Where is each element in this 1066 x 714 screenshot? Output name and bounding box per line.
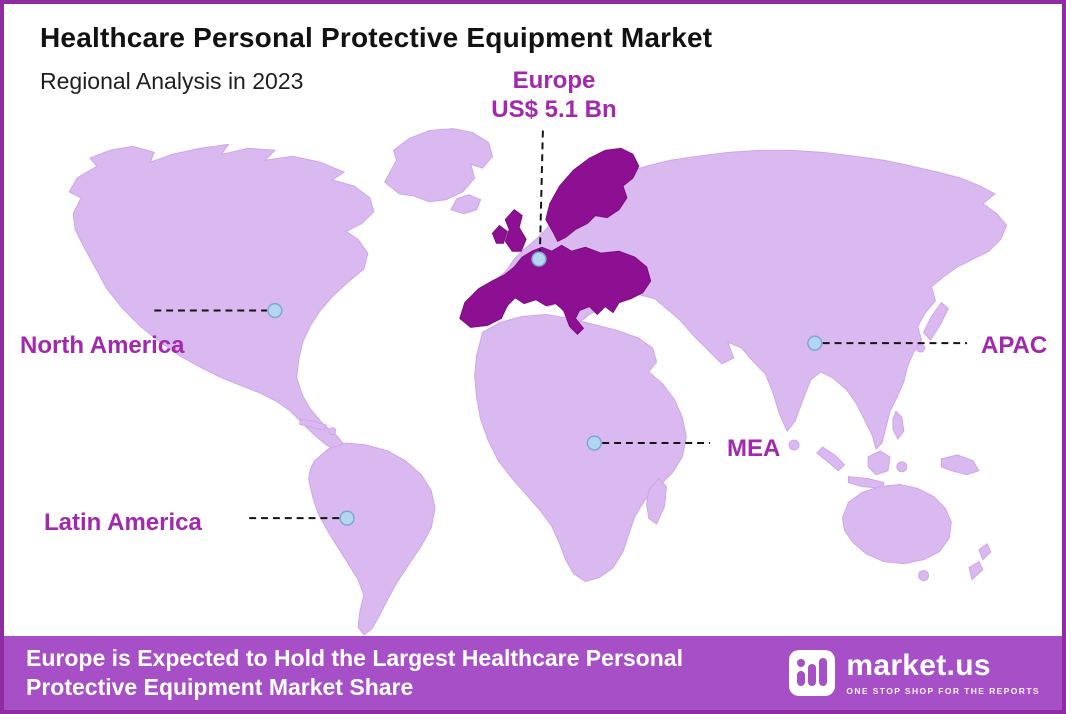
map-new-guinea: [940, 454, 980, 476]
brand-name: market.us: [846, 648, 991, 682]
map-new-zealand-north: [978, 543, 992, 561]
map-scandinavia: [545, 147, 640, 242]
region-label-latin-america: Latin America: [44, 509, 202, 536]
footer-headline: Europe is Expected to Hold the Largest H…: [26, 644, 683, 703]
map-japan: [922, 301, 949, 342]
footer-headline-line2: Protective Equipment Market Share: [26, 674, 414, 700]
marker-dot-europe: [531, 251, 547, 267]
marker-dots: [267, 251, 823, 526]
region-europe-highlight: [459, 147, 652, 335]
page-title: Healthcare Personal Protective Equipment…: [40, 22, 713, 53]
map-north-america: [68, 143, 375, 454]
footer-banner: Europe is Expected to Hold the Largest H…: [4, 636, 1062, 710]
map-sumatra: [816, 446, 846, 472]
brand-tagline: ONE STOP SHOP FOR THE REPORTS: [846, 685, 1040, 696]
map-australia: [841, 484, 952, 565]
world-map-light-regions: [68, 128, 1008, 636]
marker-dot-latin-america: [339, 510, 355, 526]
brand-text: market.us ONE STOP SHOP FOR THE REPORTS: [846, 648, 1040, 696]
marker-dot-north-america: [267, 302, 283, 319]
map-iceland: [450, 194, 482, 215]
map-sulawesi: [896, 461, 908, 473]
world-map: [68, 128, 1008, 636]
map-europe-mainland: [459, 244, 652, 335]
map-philippines: [892, 410, 905, 441]
map-south-america: [308, 442, 436, 636]
map-madagascar: [646, 477, 668, 525]
leader-line-europe: [538, 130, 544, 252]
region-label-mea: MEA: [727, 435, 781, 462]
map-hispaniola: [328, 427, 337, 436]
region-label-europe-name: Europe: [512, 67, 596, 94]
marker-dot-apac: [807, 335, 823, 351]
region-label-apac: APAC: [981, 332, 1048, 359]
map-greenland: [384, 128, 494, 203]
map-borneo: [867, 450, 891, 476]
market-us-logo-icon: [789, 650, 836, 696]
leader-lines: [154, 130, 968, 520]
map-tasmania: [918, 570, 930, 581]
map-uk: [504, 209, 527, 252]
region-label-europe-value: US$ 5.1 Bn: [491, 96, 617, 123]
footer-headline-line1: Europe is Expected to Hold the Largest H…: [26, 644, 683, 671]
map-africa: [474, 313, 687, 582]
map-cuba: [299, 418, 327, 431]
map-japan-south: [916, 343, 926, 353]
map-ireland: [491, 224, 508, 244]
page-subtitle: Regional Analysis in 2023: [40, 68, 304, 94]
region-label-europe: Europe US$ 5.1 Bn: [459, 66, 649, 124]
marker-dot-mea: [586, 435, 602, 451]
brand-block: market.us ONE STOP SHOP FOR THE REPORTS: [789, 650, 1040, 696]
map-new-zealand-south: [968, 560, 984, 581]
region-label-north-america: North America: [20, 332, 185, 359]
map-sri-lanka: [788, 439, 800, 451]
